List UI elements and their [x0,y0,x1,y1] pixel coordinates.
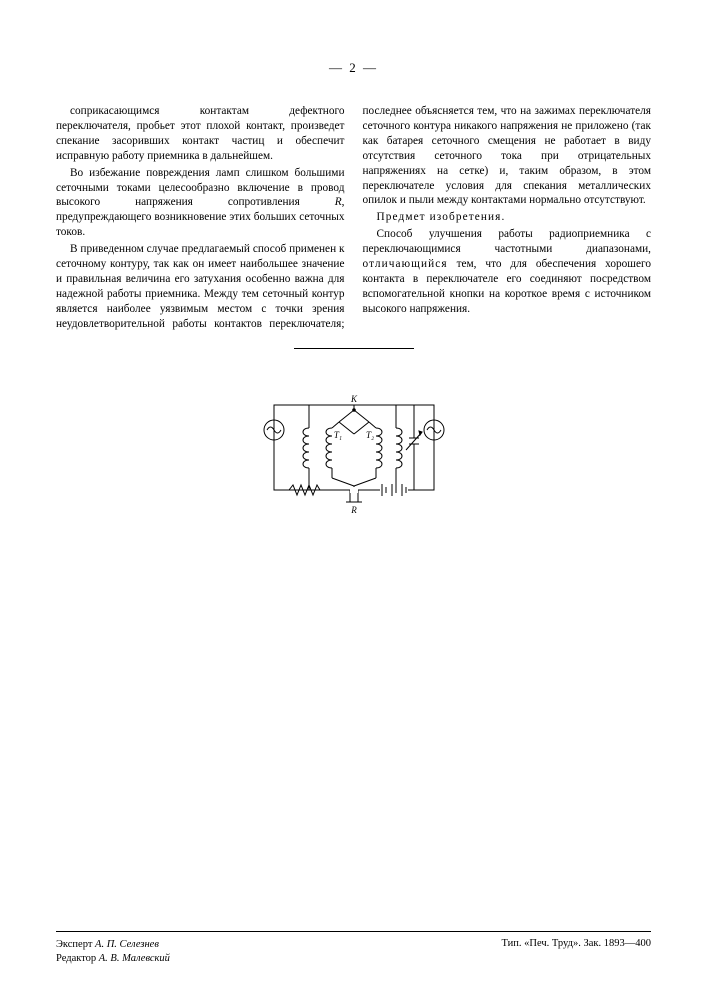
expert-label: Эксперт [56,939,92,950]
page-number: — 2 — [56,60,651,76]
section-divider [294,348,414,349]
editor-label: Редактор [56,953,96,964]
diagram-label-K: K [349,394,357,404]
diagram-label-R: R [350,505,357,515]
footer-credits: Эксперт А. П. Селезнев Редактор А. В. Ма… [56,938,170,966]
circuit-diagram: K T₁ T₂ R [0,390,707,525]
text-run: Во избежание повреждения ламп слишком бо… [56,167,345,209]
body-columns: соприкасающимся контактам дефектного пер… [56,104,651,332]
page: — 2 — соприкасающимся контактам дефектно… [0,0,707,1000]
diagram-label-T1: T₁ [333,430,341,440]
circuit-diagram-svg: K T₁ T₂ R [254,390,454,520]
variable-R: R [335,196,342,208]
printer-note: Тип. «Печ. Труд». Зак. 1893—400 [502,938,651,949]
claim-heading: Предмет изобретения. [363,210,652,225]
editor-name: А. В. Малевский [99,953,170,964]
footer-rule [56,931,651,932]
expert-name: А. П. Селезнев [95,939,159,950]
paragraph: соприкасающимся контактам дефектного пер… [56,104,345,164]
emphasis: отличающийся [363,258,448,270]
claim-paragraph: Способ улучшения работы радиоприемника с… [363,227,652,316]
text-run: Способ улучшения работы радиоприемника с… [363,228,652,255]
paragraph: Во избежание повреждения ламп слишком бо… [56,166,345,241]
footer: Эксперт А. П. Селезнев Редактор А. В. Ма… [56,938,651,966]
claim-heading-text: Предмет изобретения. [377,211,506,223]
diagram-label-T2: T₂ [366,430,374,440]
